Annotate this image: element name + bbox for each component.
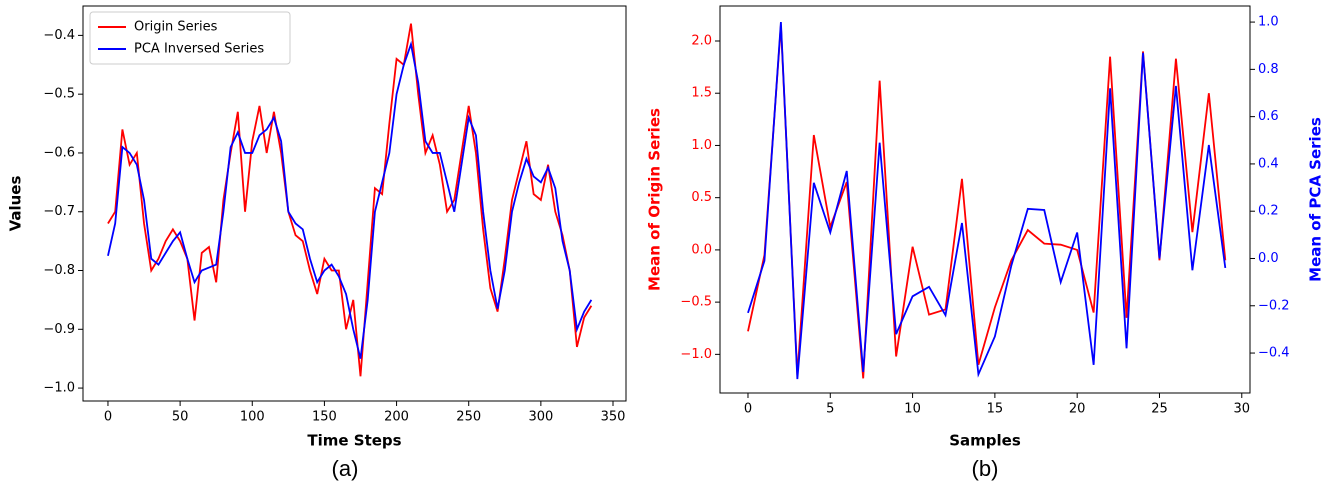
y-tick-label: −0.5	[680, 295, 712, 310]
series-line	[747, 22, 1227, 380]
legend-box	[89, 11, 291, 65]
panel-caption: (a)	[332, 456, 359, 481]
y-axis-label: Values	[7, 176, 25, 232]
x-tick-label: 0	[744, 402, 752, 417]
x-axis-label: Samples	[949, 432, 1021, 450]
y2-tick-label: 0.8	[1258, 62, 1279, 77]
y-tick-label: −1.0	[43, 381, 75, 396]
y-tick-label: 2.0	[691, 33, 712, 48]
y-tick-label: −0.7	[43, 204, 75, 219]
y-tick-label: −0.5	[43, 87, 75, 102]
y2-tick-label: −0.2	[1258, 298, 1290, 313]
x-tick-label: 25	[1151, 402, 1168, 417]
y2-axis-label: Mean of PCA Series	[1307, 117, 1325, 282]
x-tick-label: 250	[456, 410, 481, 425]
y-tick-label: −0.6	[43, 145, 75, 160]
x-tick-label: 100	[240, 410, 265, 425]
legend-label: Origin Series	[134, 20, 218, 35]
x-tick-label: 150	[312, 410, 337, 425]
y2-tick-label: 0.2	[1258, 204, 1279, 219]
series-line	[107, 23, 593, 377]
y-tick-label: 0.5	[691, 190, 712, 205]
y2-tick-label: 0.0	[1258, 251, 1279, 266]
x-tick-label: 20	[1069, 402, 1086, 417]
y-axis-label: Mean of Origin Series	[646, 108, 664, 291]
y-tick-label: 1.0	[691, 138, 712, 153]
y-tick-label: −1.0	[680, 347, 712, 362]
x-tick-label: 0	[104, 410, 112, 425]
x-tick-label: 350	[601, 410, 626, 425]
x-tick-label: 10	[904, 402, 921, 417]
y-tick-label: 0.0	[691, 242, 712, 257]
y2-tick-label: 0.4	[1258, 156, 1279, 171]
x-tick-label: 15	[987, 402, 1004, 417]
plot-frame	[82, 5, 627, 402]
x-axis-label: Time Steps	[307, 432, 401, 450]
x-tick-label: 5	[826, 402, 834, 417]
plot-frame	[719, 5, 1251, 394]
y2-tick-label: 1.0	[1258, 15, 1279, 30]
y-tick-label: −0.4	[43, 28, 75, 43]
y-tick-label: 1.5	[691, 86, 712, 101]
y-tick-label: −0.9	[43, 322, 75, 337]
y2-tick-label: 0.6	[1258, 109, 1279, 124]
y2-tick-label: −0.4	[1258, 346, 1290, 361]
x-tick-label: 30	[1233, 402, 1250, 417]
x-tick-label: 300	[528, 410, 553, 425]
x-tick-label: 200	[384, 410, 409, 425]
y-tick-label: −0.8	[43, 263, 75, 278]
series-line	[107, 40, 593, 359]
panel-caption: (b)	[972, 456, 999, 481]
x-tick-label: 50	[172, 410, 189, 425]
legend-label: PCA Inversed Series	[134, 42, 264, 57]
